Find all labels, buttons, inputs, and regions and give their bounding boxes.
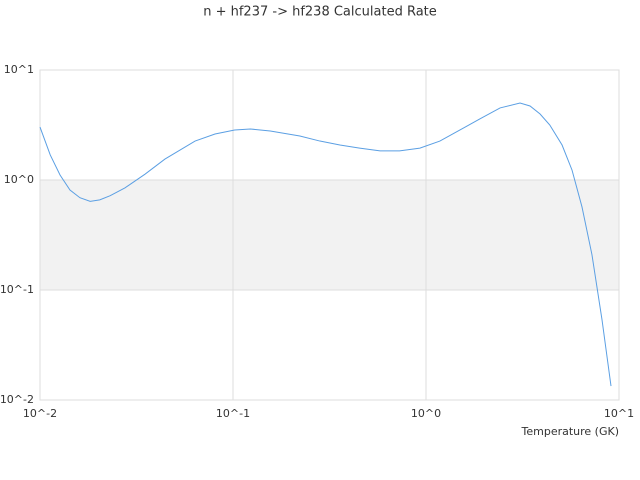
x-tick-label: 10^-2 (23, 407, 57, 420)
x-tick-label: 10^1 (604, 407, 634, 420)
y-tick-label: 10^-2 (0, 393, 34, 406)
y-tick-label: 10^1 (4, 63, 34, 76)
plot-border (39, 69, 620, 401)
line (39, 102, 612, 387)
x-axis-label: Temperature (GK) (521, 425, 620, 438)
x-tick-label: 10^0 (411, 407, 441, 420)
band (40, 180, 619, 290)
y-tick-label: 10^0 (4, 173, 34, 186)
chart-title: n + hf237 -> hf238 Calculated Rate (203, 5, 437, 20)
y-tick-label: 10^-1 (0, 283, 34, 296)
x-tick-label: 10^-1 (216, 407, 250, 420)
